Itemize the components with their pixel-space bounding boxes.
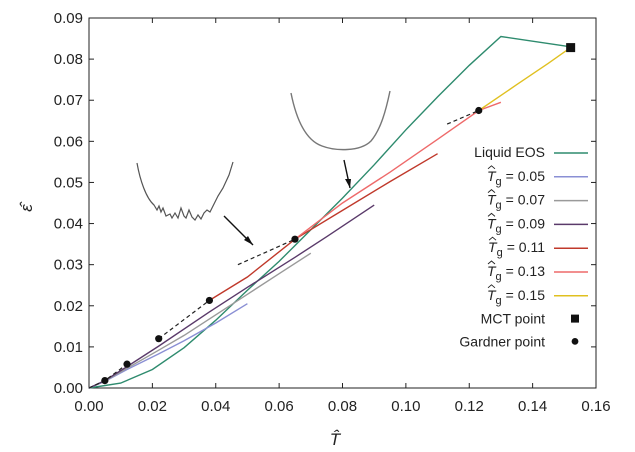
x-tick-label: 0.12 <box>455 398 484 415</box>
y-tick-label: 0.02 <box>54 298 83 315</box>
series-line-3 <box>88 204 375 389</box>
legend-label-subscript: g <box>496 223 502 235</box>
mct-point <box>566 43 576 53</box>
legend-label-subscript: g <box>496 295 502 307</box>
legend-label-subscript: g <box>496 200 502 212</box>
legend-label: Tg = 0.07 <box>487 192 545 212</box>
gardner-point <box>123 360 131 368</box>
gardner-point <box>475 106 483 115</box>
legend-label-symbol: T <box>487 168 497 184</box>
series-line-5 <box>294 101 502 240</box>
legend-label-subscript: g <box>496 176 502 188</box>
y-tick-label: 0.04 <box>54 216 83 233</box>
legend-label-symbol: T <box>487 287 497 303</box>
legend-label-gardner: Gardner point <box>459 333 545 349</box>
y-axis: 0.00 0.01 0.02 0.03 0.04 0.05 0.06 0.07 0.08 0.09 <box>54 10 596 397</box>
dashed-extensions <box>88 109 480 389</box>
legend-label-value: = 0.13 <box>506 263 546 279</box>
legend-label-value: = 0.11 <box>507 239 545 255</box>
x-tick-label: 0.16 <box>581 398 610 415</box>
x-axis-label: T̂ <box>330 429 342 449</box>
y-tick-label: 0.06 <box>54 133 83 150</box>
legend-hat <box>487 189 496 193</box>
smooth-landscape-inset <box>290 90 391 151</box>
legend-hat <box>487 212 496 217</box>
legend-hat <box>487 284 496 289</box>
x-tick-label: 0.00 <box>74 398 103 415</box>
legend-label: Tg = 0.11 <box>488 239 545 259</box>
markers <box>101 43 576 385</box>
y-tick-label: 0.09 <box>54 10 83 27</box>
legend-label: Tg = 0.05 <box>487 168 545 188</box>
dashed-extension-2 <box>237 238 296 266</box>
legend-label: Tg = 0.13 <box>487 263 545 283</box>
legend-label-value: = 0.05 <box>506 168 546 184</box>
y-tick-label: 0.07 <box>54 92 83 109</box>
series-lines <box>88 35 572 389</box>
y-axis-label: ε̂ <box>17 201 36 211</box>
legend-hat <box>488 236 497 241</box>
x-tick-label: 0.02 <box>138 398 167 415</box>
x-tick-label: 0.04 <box>201 398 230 415</box>
rough-landscape-inset <box>136 161 234 221</box>
legend-gardner-marker <box>571 338 579 345</box>
gardner-point <box>101 377 109 385</box>
legend-label-symbol: T <box>487 215 497 231</box>
x-tick-label: 0.08 <box>328 398 357 415</box>
legend-label-value: = 0.07 <box>506 192 546 208</box>
legend-mct-marker <box>571 314 579 323</box>
y-tick-label: 0.01 <box>54 339 83 356</box>
legend-label-value: = 0.09 <box>506 215 546 231</box>
legend-label-mct: MCT point <box>481 311 545 327</box>
legend-label-subscript: g <box>496 271 502 283</box>
legend-label-subscript: g <box>497 247 503 259</box>
x-axis: 0.00 0.02 0.04 0.06 0.08 0.10 0.12 0.14 0.16 <box>74 18 611 415</box>
y-tick-label: 0.03 <box>54 257 83 274</box>
legend-label: Liquid EOS <box>474 144 545 160</box>
legend-label-symbol: T <box>487 263 497 279</box>
y-tick-label: 0.05 <box>54 174 83 191</box>
legend-label: Tg = 0.09 <box>487 215 545 235</box>
inset-arrows <box>223 159 351 246</box>
dashed-extension-1 <box>158 299 210 340</box>
series-line-2 <box>88 252 312 389</box>
legend-label: Tg = 0.15 <box>487 287 545 307</box>
gardner-point <box>205 296 214 305</box>
gardner-point <box>291 235 299 243</box>
x-tick-label: 0.06 <box>265 398 294 415</box>
dashed-extension-3 <box>446 109 480 125</box>
legend-label-symbol: T <box>488 239 498 255</box>
series-line-4 <box>209 153 438 301</box>
legend-label-symbol: T <box>487 192 497 208</box>
y-tick-label: 0.00 <box>54 380 83 397</box>
gardner-point <box>155 335 163 343</box>
series-line-6 <box>478 47 572 112</box>
y-tick-label: 0.08 <box>54 51 83 68</box>
legend-label-value: = 0.15 <box>506 287 546 303</box>
legend-hat <box>487 260 496 265</box>
x-tick-label: 0.14 <box>518 398 547 415</box>
x-tick-label: 0.10 <box>391 398 420 415</box>
legend-hat <box>487 165 496 170</box>
